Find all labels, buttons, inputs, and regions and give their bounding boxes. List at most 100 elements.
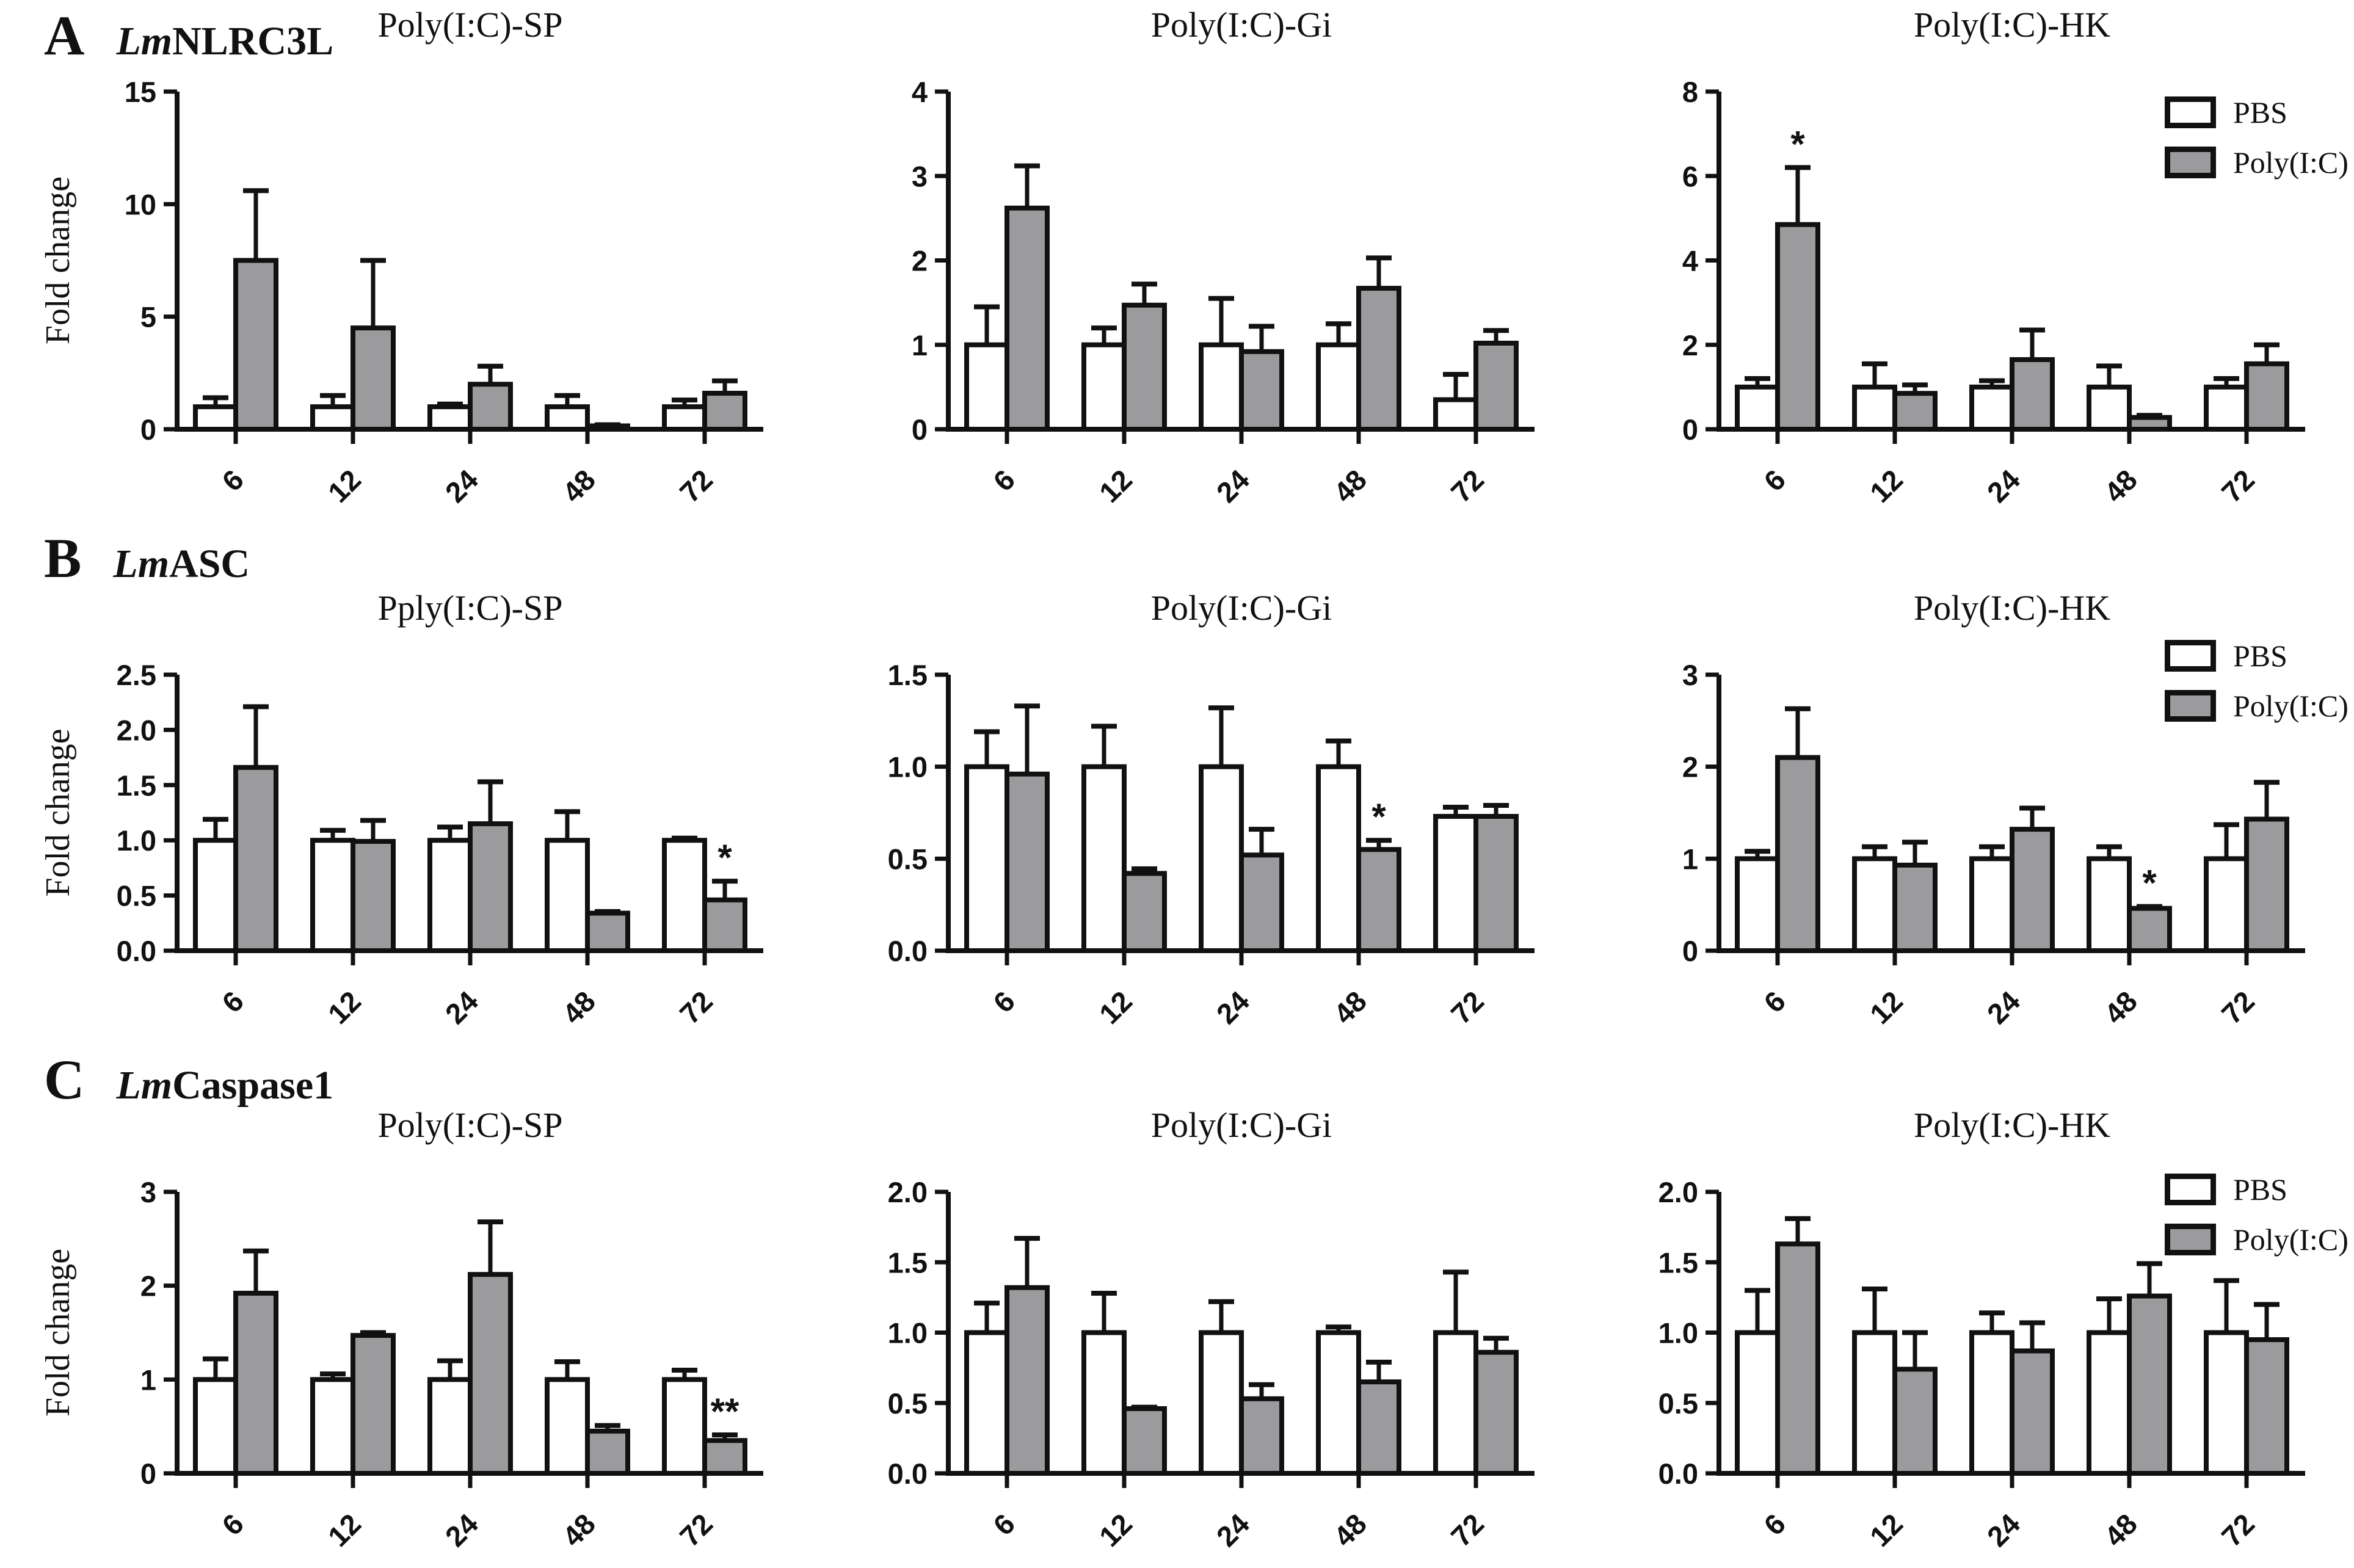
polyic-bar xyxy=(1356,1379,1401,1476)
y-tick-label: 2 xyxy=(1682,329,1698,361)
polyic-bar xyxy=(1004,771,1050,953)
polyic-bar xyxy=(351,325,396,432)
y-axis-label: Fold change xyxy=(39,728,77,896)
gene-suffix: ASC xyxy=(169,542,250,586)
x-tick-label: 48 xyxy=(1328,985,1373,1030)
polyic-bar xyxy=(1473,340,1519,432)
legend: PBS Poly(I:C) xyxy=(2165,640,2349,722)
panel-header-A: A LmNLRC3L xyxy=(44,7,333,64)
polyic-swatch-icon xyxy=(2165,1224,2216,1255)
y-tick-label: 3 xyxy=(1682,659,1698,691)
pbs-bar xyxy=(310,404,355,432)
polyic-bar xyxy=(351,1333,396,1476)
x-tick-label: 12 xyxy=(322,463,367,509)
pbs-bar xyxy=(310,838,355,954)
pbs-bar xyxy=(1199,764,1244,953)
x-tick-label: 24 xyxy=(1981,463,2026,509)
pbs-bar xyxy=(545,404,590,432)
pbs-bar xyxy=(1433,397,1478,432)
polyic-bar xyxy=(1892,1367,1938,1476)
pbs-bar xyxy=(1316,1330,1361,1476)
y-tick-label: 1.5 xyxy=(117,769,156,802)
polyic-bar xyxy=(233,1290,278,1476)
y-tick-label: 3 xyxy=(912,160,928,192)
polyic-bar xyxy=(1892,391,1938,432)
chart-asc-sp: Pply(I:C)-SP Fold change 0.0 0.5 1.0 1.5 2.0 2.… xyxy=(34,583,785,1045)
significance-star: ** xyxy=(711,1391,739,1432)
y-tick-label: 0.0 xyxy=(888,935,928,967)
y-tick-label: 2 xyxy=(140,1270,156,1302)
chart-nlrc3l-hk: Poly(I:C)-HK 0 2 4 6 8 6 * 12 24 48 72 xyxy=(1575,0,2327,524)
polyic-bar xyxy=(468,382,513,432)
x-tick-label: 72 xyxy=(674,985,719,1030)
pbs-swatch-icon xyxy=(2165,1174,2216,1205)
chart-asc-gi: Poly(I:C)-Gi 0.0 0.5 1.0 1.5 6 12 24 48 * 72 xyxy=(805,583,1556,1045)
x-tick-label: 24 xyxy=(1210,1508,1255,1553)
pbs-bar xyxy=(964,1330,1009,1476)
pbs-bar xyxy=(427,838,473,954)
y-tick-label: 0.0 xyxy=(888,1457,928,1490)
pbs-swatch-icon xyxy=(2165,640,2216,672)
polyic-bar xyxy=(468,1272,513,1476)
x-tick-label: 6 xyxy=(987,463,1021,498)
pbs-bar xyxy=(545,838,590,954)
y-tick-label: 2 xyxy=(912,245,928,277)
legend-item-pbs: PBS xyxy=(2165,96,2349,128)
pbs-bar xyxy=(2204,384,2249,432)
polyic-bar xyxy=(1356,847,1401,953)
y-tick-label: 0.5 xyxy=(1658,1387,1698,1420)
polyic-bar xyxy=(1239,349,1284,432)
pbs-bar xyxy=(2204,856,2249,954)
pbs-bar xyxy=(1735,384,1780,432)
y-axis-label: Fold change xyxy=(39,1249,77,1417)
y-axis-label: Fold change xyxy=(39,176,77,344)
x-tick-label: 24 xyxy=(1210,985,1255,1030)
chart-caspase1-gi: Poly(I:C)-Gi 0.0 0.5 1.0 1.5 2.0 6 12 24 48 72 xyxy=(805,1100,1556,1568)
polyic-bar xyxy=(2244,816,2289,953)
chart-svg: Poly(I:C)-Gi 0.0 0.5 1.0 1.5 2.0 6 12 24 48 72 xyxy=(888,1105,1535,1553)
pbs-bar xyxy=(1969,384,2014,432)
pbs-bar xyxy=(1433,814,1478,953)
panel-header-B: B LmASC xyxy=(44,530,250,586)
pbs-bar xyxy=(1735,1330,1780,1476)
x-tick-label: 72 xyxy=(2215,1508,2261,1553)
polyic-bar xyxy=(1473,814,1519,953)
polyic-bar xyxy=(1239,1396,1284,1476)
pbs-bar xyxy=(427,1377,473,1476)
y-tick-label: 0 xyxy=(140,413,156,446)
pbs-bar xyxy=(2204,1330,2249,1476)
x-tick-label: 12 xyxy=(1093,985,1138,1030)
x-tick-label: 6 xyxy=(1757,985,1792,1019)
y-tick-label: 2.0 xyxy=(888,1176,928,1208)
polyic-bar xyxy=(702,897,747,953)
polyic-bar xyxy=(2127,415,2172,432)
legend-label-poly: Poly(I:C) xyxy=(2233,689,2349,723)
polyic-swatch-icon xyxy=(2165,147,2216,178)
y-tick-label: 2.0 xyxy=(117,714,156,746)
gene-suffix: Caspase1 xyxy=(172,1063,334,1108)
pbs-bar xyxy=(1199,1330,1244,1476)
polyic-bar xyxy=(702,1438,747,1476)
chart-nlrc3l-sp: Poly(I:C)-SP Fold change 0 5 10 15 6 12 24 48 72 xyxy=(34,0,785,524)
chart-title: Poly(I:C)-Gi xyxy=(1151,1105,1332,1145)
y-tick-label: 0 xyxy=(1682,935,1698,967)
panel-row-B: B LmASC Pply(I:C)-SP Fold change 0.0 0.5 1.0… xyxy=(0,525,2354,1045)
panel-row-C: C LmCaspase1 Poly(I:C)-SP Fold change 0 1 2 3… xyxy=(0,1045,2354,1568)
panel-letter: A xyxy=(44,4,85,67)
gene-name: LmASC xyxy=(113,544,250,584)
x-tick-label: 48 xyxy=(2098,985,2143,1030)
polyic-bar xyxy=(1775,1241,1820,1476)
polyic-bar xyxy=(1356,286,1401,432)
pbs-bar xyxy=(662,404,707,432)
chart-svg: Poly(I:C)-SP Fold change 0 5 10 15 6 12 24 48 72 xyxy=(39,5,763,509)
polyic-bar xyxy=(2127,1293,2172,1476)
x-tick-label: 24 xyxy=(1981,985,2026,1030)
x-tick-label: 6 xyxy=(1757,463,1792,498)
pbs-bar xyxy=(193,838,238,954)
pbs-bar xyxy=(1852,1330,1897,1476)
pbs-bar xyxy=(1735,856,1780,954)
x-tick-label: 12 xyxy=(322,1508,367,1553)
x-tick-label: 12 xyxy=(1093,1508,1138,1553)
legend-item-poly: Poly(I:C) xyxy=(2165,1224,2349,1255)
y-tick-label: 1.0 xyxy=(888,751,928,783)
